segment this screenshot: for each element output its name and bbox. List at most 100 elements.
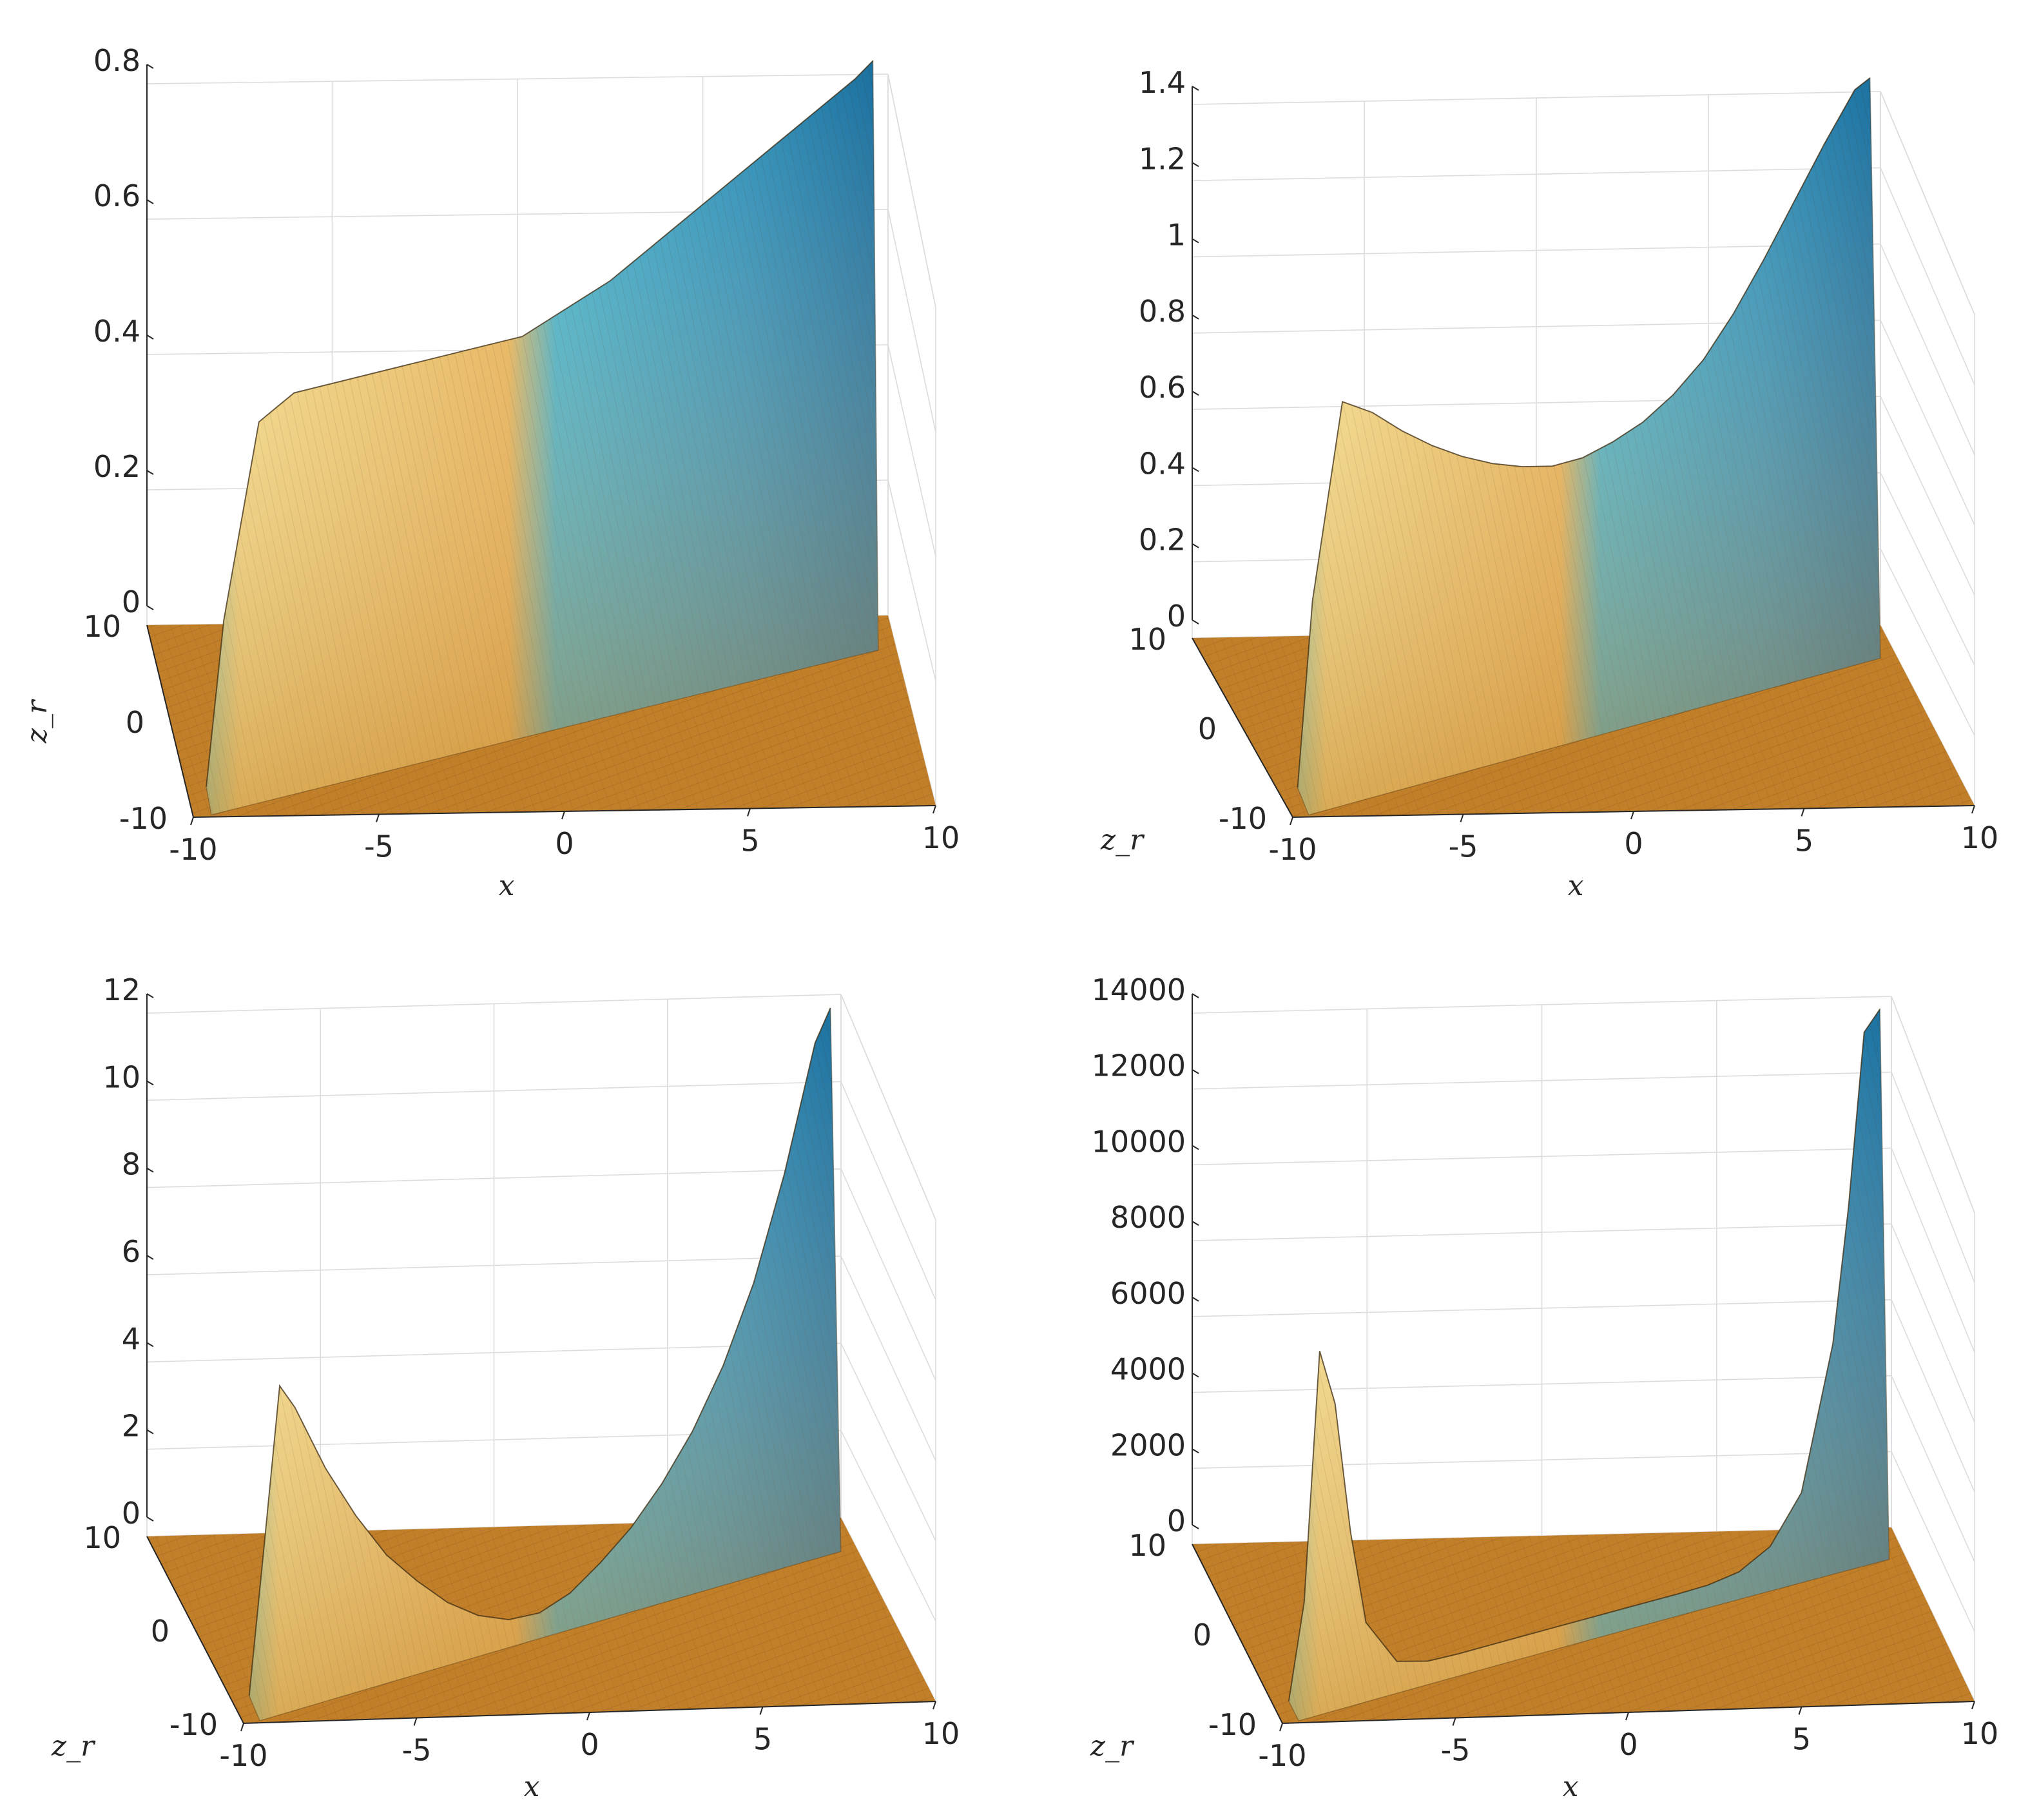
y-tick-label: 0 xyxy=(1198,712,1217,746)
x-tick-mark xyxy=(190,817,194,826)
z-tick-label: 0.8 xyxy=(93,43,140,78)
x-axis-label: x xyxy=(1563,1770,1579,1803)
grid-line-z xyxy=(1192,1147,1892,1166)
z-tick-mark xyxy=(1192,543,1199,548)
grid-line-z-side xyxy=(1891,1299,1975,1493)
x-tick-mark xyxy=(376,814,380,822)
x-tick-mark xyxy=(1971,805,1975,814)
x-tick-label: 5 xyxy=(753,1722,772,1757)
x-axis-label: x xyxy=(1568,869,1584,902)
ridge-surface xyxy=(248,1007,842,1721)
z-tick-mark xyxy=(1192,314,1199,320)
z-tick-label: 12000 xyxy=(1092,1049,1186,1083)
z-tick-label: 10000 xyxy=(1092,1124,1186,1159)
x-tick-label: 0 xyxy=(555,826,574,861)
surface-plot-bottom-right: -10 -5 0 5 10-100100200040006000800010000120… xyxy=(1090,973,1998,1803)
grid-line-z-side xyxy=(1891,1451,1975,1632)
grid-line-z xyxy=(1192,1223,1892,1241)
z-tick-label: 14000 xyxy=(1092,973,1186,1007)
ridge-surface xyxy=(1288,1007,1890,1721)
z-tick-label: 2 xyxy=(122,1409,140,1444)
z-tick-label: 0 xyxy=(1167,1504,1186,1538)
y-tick-label: -10 xyxy=(1219,801,1267,836)
grid-line-z-side xyxy=(887,479,936,681)
x-tick-mark xyxy=(413,1718,418,1726)
x-tick-mark xyxy=(1460,814,1464,822)
y-axis-line xyxy=(146,624,194,818)
z-tick-label: 0.4 xyxy=(93,314,140,349)
z-tick-mark xyxy=(146,1167,154,1173)
x-tick-label: -5 xyxy=(402,1733,432,1768)
z-tick-label: 2000 xyxy=(1110,1428,1186,1462)
x-tick-label: 0 xyxy=(580,1727,599,1762)
z-tick-mark xyxy=(1192,162,1199,168)
grid-line-z xyxy=(1192,1451,1892,1469)
z-tick-mark xyxy=(146,1342,154,1348)
x-tick-mark xyxy=(747,808,751,817)
z-tick-label: 0.2 xyxy=(93,449,140,484)
z-tick-label: 0.6 xyxy=(93,179,140,213)
z-tick-mark xyxy=(1192,1372,1199,1378)
z-tick-mark xyxy=(146,1080,154,1086)
y-tick-label: 0 xyxy=(151,1614,169,1649)
z-tick-mark xyxy=(1192,1296,1199,1302)
grid-line-z-side xyxy=(1880,472,1975,666)
z-tick-mark xyxy=(1192,1145,1199,1150)
x-tick-label: 10 xyxy=(1961,820,1999,855)
x-axis-label: x xyxy=(499,869,515,902)
grid-line-z xyxy=(1192,167,1881,182)
z-tick-label: 4000 xyxy=(1110,1352,1186,1387)
x-tick-mark xyxy=(1801,808,1805,817)
y-axis-line xyxy=(1192,637,1293,818)
z-tick-mark xyxy=(1192,1524,1199,1529)
y-tick-label: 10 xyxy=(83,609,121,644)
z-tick-mark xyxy=(1192,238,1199,244)
ridge-surface-shade xyxy=(1288,1009,1889,1721)
grid-line-z-side xyxy=(840,1081,936,1301)
x-tick-label: -10 xyxy=(219,1738,267,1773)
z-tick-label: 0.4 xyxy=(1139,446,1186,481)
ridge-crest-line xyxy=(1288,1009,1880,1701)
x-axis-label: x xyxy=(524,1770,540,1803)
z-tick-mark xyxy=(146,64,154,69)
axes xyxy=(1192,993,1975,1732)
grid-line-z-side xyxy=(840,1255,936,1461)
y-tick-label: -10 xyxy=(169,1707,218,1742)
ridge-surface xyxy=(1297,77,1881,816)
z-tick-label: 0.2 xyxy=(1139,523,1186,557)
ridge-crest-line xyxy=(206,60,874,788)
grid-line-z xyxy=(1192,1299,1892,1317)
x-tick-mark xyxy=(1625,1712,1629,1721)
x-tick-mark xyxy=(586,1712,590,1721)
x-tick-label: -5 xyxy=(364,829,394,864)
x-tick-label: 5 xyxy=(740,824,759,858)
z-tick-mark xyxy=(146,1255,154,1260)
grid-line-z-side xyxy=(1891,1375,1975,1562)
z-tick-label: 1 xyxy=(1167,218,1186,253)
x-tick-label: 5 xyxy=(1795,824,1813,858)
z-tick-mark xyxy=(146,199,154,204)
grid-line-z xyxy=(146,1168,842,1188)
grid-line-z-side xyxy=(1880,167,1975,385)
ridge-surface-shade xyxy=(1297,78,1880,815)
z-tick-mark xyxy=(1192,391,1199,396)
z-tick-label: 10 xyxy=(102,1060,140,1094)
ridge-surface xyxy=(206,59,879,816)
grid-edge xyxy=(840,994,936,1221)
x-tick-label: -10 xyxy=(1268,832,1317,867)
x-tick-label: 10 xyxy=(1961,1716,1999,1751)
z-tick-mark xyxy=(146,470,154,475)
grid-lines xyxy=(146,994,936,1702)
z-tick-label: 0 xyxy=(122,585,140,619)
grid-line-z-side xyxy=(887,209,936,432)
z-tick-mark xyxy=(1192,1221,1199,1226)
z-tick-label: 8000 xyxy=(1110,1200,1186,1235)
z-tick-label: 8 xyxy=(122,1147,140,1182)
grid-line-z-side xyxy=(1880,244,1975,456)
x-tick-mark xyxy=(240,1723,244,1732)
y-axis-line xyxy=(1192,1544,1283,1724)
z-tick-mark xyxy=(1192,1448,1199,1454)
grid-line-z xyxy=(1192,1071,1892,1090)
